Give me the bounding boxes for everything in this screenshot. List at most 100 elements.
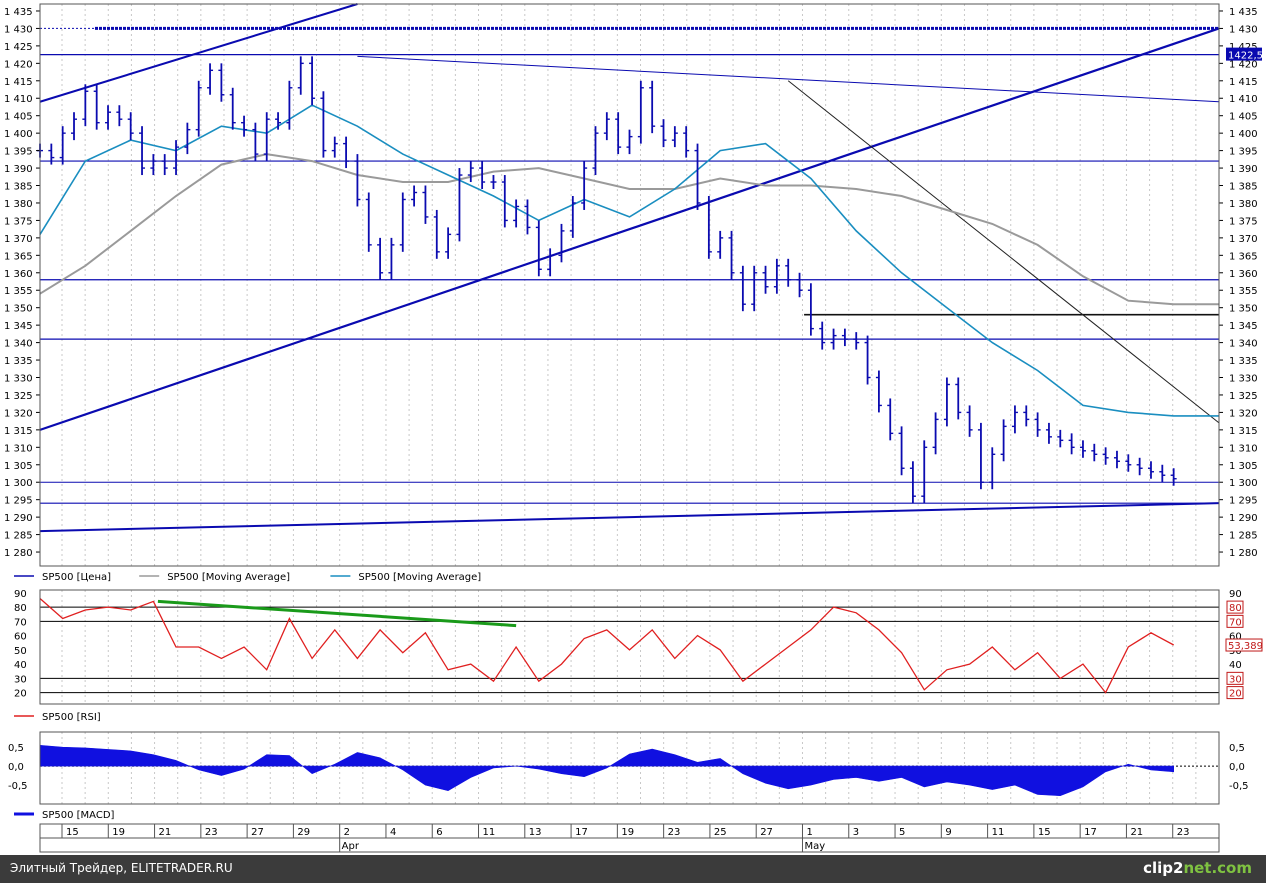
date-tick-label: 27 <box>251 827 264 838</box>
date-tick-label: 15 <box>66 827 79 838</box>
price-tick-label-right: 1 395 <box>1229 147 1258 158</box>
price-tick-label-right: 1 330 <box>1229 374 1258 385</box>
last-price-badge <box>1226 47 1262 61</box>
footer-bar: Элитный Трейдер, ELITETRADER.RU clip2net… <box>0 855 1266 883</box>
rsi-tick-label-right: 70 <box>1229 617 1242 628</box>
price-tick-label-left: 1 305 <box>4 461 33 472</box>
date-tick-label: 15 <box>1038 827 1051 838</box>
rsi-tick-label-right: 40 <box>1229 660 1242 671</box>
trend-line <box>39 502 1220 533</box>
price-tick-label-left: 1 300 <box>4 478 33 489</box>
price-tick-label-right: 1 300 <box>1229 478 1258 489</box>
price-tick-label-left: 1 410 <box>4 94 33 105</box>
price-tick-label-right: 1 420 <box>1229 59 1258 70</box>
footer-site-label: Элитный Трейдер, ELITETRADER.RU <box>10 861 233 875</box>
trend-line <box>39 27 1220 431</box>
legend-label: SP500 [MACD] <box>42 810 115 821</box>
price-tick-label-right: 1 310 <box>1229 443 1258 454</box>
ma-fast-series <box>39 104 1219 417</box>
rsi-tick-label-left: 30 <box>14 674 27 685</box>
month-label: Apr <box>342 841 360 852</box>
date-tick-label: 2 <box>344 827 350 838</box>
rsi-tick-label-left: 80 <box>14 603 27 614</box>
price-tick-label-right: 1 390 <box>1229 164 1258 175</box>
macd-tick-label-right: 0,0 <box>1229 762 1245 773</box>
price-tick-label-left: 1 385 <box>4 182 33 193</box>
price-tick-label-left: 1 335 <box>4 356 33 367</box>
legend-label: SP500 [Moving Average] <box>358 572 481 583</box>
price-tick-label-right: 1 315 <box>1229 426 1258 437</box>
price-tick-label-right: 1 370 <box>1229 234 1258 245</box>
price-tick-label-right: 1 345 <box>1229 321 1258 332</box>
macd-tick-label-left: -0,5 <box>8 781 28 792</box>
price-tick-label-left: 1 420 <box>4 59 33 70</box>
rsi-series <box>39 598 1175 694</box>
rsi-tick-label-left: 60 <box>14 632 27 643</box>
price-panel-grid <box>61 4 1220 804</box>
price-tick-label-left: 1 380 <box>4 199 33 210</box>
macd-panel: -0,5 -0,5 0,0 0,0 0,5 0,5 SP500 [MACD] <box>8 743 1249 821</box>
panel-frame-1 <box>39 589 1220 705</box>
date-tick-label: 6 <box>436 827 442 838</box>
trend-line <box>787 80 1220 424</box>
legend-label: SP500 [RSI] <box>42 712 101 723</box>
price-tick-label-right: 1 365 <box>1229 251 1258 262</box>
rsi-tick-label-right: 20 <box>1229 689 1242 700</box>
price-tick-label-right: 1 405 <box>1229 112 1258 123</box>
legend-label: SP500 [Цена] <box>42 572 111 583</box>
date-tick-label: 19 <box>621 827 634 838</box>
date-tick-label: 29 <box>297 827 310 838</box>
ma-slow-series <box>39 153 1219 306</box>
rsi-last-label: 53,389 <box>1228 641 1263 652</box>
price-tick-label-left: 1 355 <box>4 286 33 297</box>
rsi-tick-label-left: 90 <box>14 589 27 600</box>
price-tick-label-right: 1 435 <box>1229 7 1258 18</box>
macd-tick-label-left: 0,0 <box>8 762 24 773</box>
date-tick-label: 1 <box>806 827 812 838</box>
macd-histogram <box>39 744 1174 797</box>
price-tick-label-left: 1 430 <box>4 24 33 35</box>
price-tick-label-left: 1 340 <box>4 339 33 350</box>
panel-frame-2 <box>39 731 1220 805</box>
price-tick-label-left: 1 415 <box>4 77 33 88</box>
last-price-label: 1422,5 <box>1228 51 1263 62</box>
date-tick-label: 9 <box>945 827 951 838</box>
price-tick-label-left: 1 330 <box>4 374 33 385</box>
price-tick-label-right: 1 295 <box>1229 496 1258 507</box>
price-tick-label-left: 1 345 <box>4 321 33 332</box>
date-axis-row-months <box>39 837 1220 853</box>
date-tick-label: 17 <box>1084 827 1097 838</box>
price-tick-label-right: 1 285 <box>1229 531 1258 542</box>
price-tick-label-right: 1 380 <box>1229 199 1258 210</box>
date-tick-label: 3 <box>853 827 859 838</box>
rsi-tick-label-right: 80 <box>1229 603 1242 614</box>
price-tick-label-left: 1 320 <box>4 408 33 419</box>
date-axis: 15 19 21 23 27 29 2 4 6 11 13 17 19 23 25 27 1 3 5 9 11 15 17 2… <box>39 823 1220 853</box>
price-tick-label-left: 1 425 <box>4 42 33 53</box>
price-tick-label-left: 1 405 <box>4 112 33 123</box>
price-tick-label-right: 1 360 <box>1229 269 1258 280</box>
date-tick-label: 21 <box>1130 827 1143 838</box>
date-tick-label: 11 <box>992 827 1005 838</box>
price-tick-label-left: 1 295 <box>4 496 33 507</box>
macd-tick-label-right: 0,5 <box>1229 743 1245 754</box>
rsi-tick-label-left: 40 <box>14 660 27 671</box>
rsi-tick-label-right: 30 <box>1229 674 1242 685</box>
price-tick-label-left: 1 435 <box>4 7 33 18</box>
date-tick-label: 23 <box>1177 827 1190 838</box>
price-tick-label-left: 1 360 <box>4 269 33 280</box>
rsi-tick-label-left: 70 <box>14 617 27 628</box>
price-tick-label-left: 1 400 <box>4 129 33 140</box>
price-tick-label-right: 1 350 <box>1229 304 1258 315</box>
date-tick-label: 17 <box>575 827 588 838</box>
price-tick-label-left: 1 315 <box>4 426 33 437</box>
price-tick-label-right: 1 385 <box>1229 182 1258 193</box>
price-tick-label-left: 1 290 <box>4 513 33 524</box>
panel-frames <box>39 3 1220 805</box>
price-tick-label-right: 1 375 <box>1229 216 1258 227</box>
clip2net-logo-accent: net.com <box>1183 859 1252 877</box>
clip2net-logo-text: clip2 <box>1143 859 1184 877</box>
legend-label: SP500 [Moving Average] <box>167 572 290 583</box>
price-tick-label-left: 1 285 <box>4 531 33 542</box>
